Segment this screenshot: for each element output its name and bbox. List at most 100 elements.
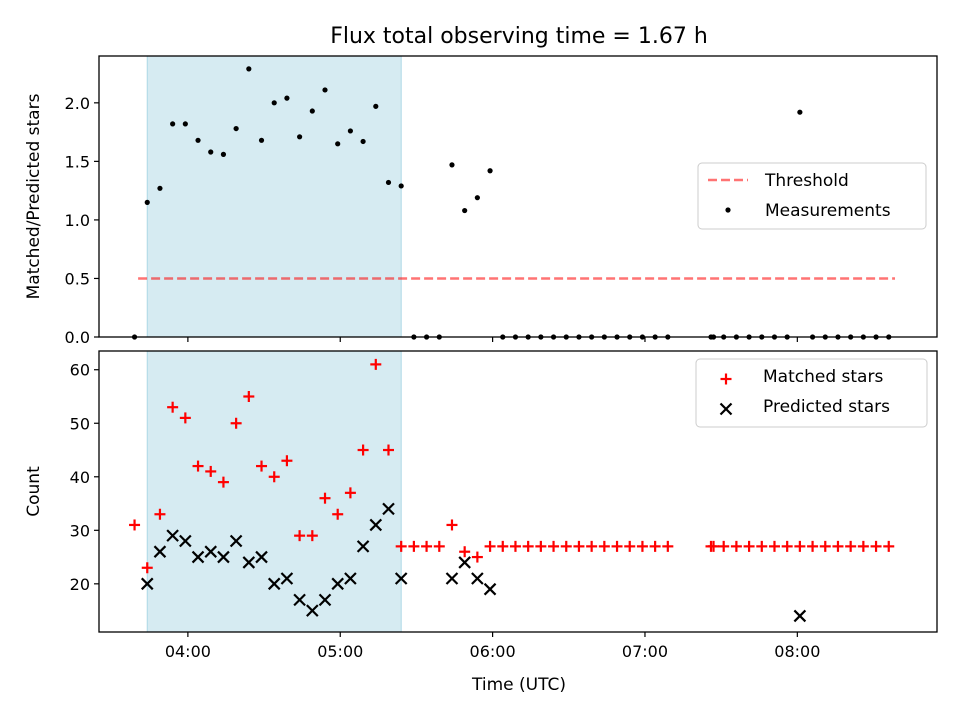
predicted-star-marker <box>369 518 383 532</box>
y-tick-label: 20 <box>70 575 90 594</box>
marker-stroke <box>483 582 497 596</box>
measurement-point <box>462 207 468 214</box>
marker-stroke <box>369 518 383 532</box>
measurement-point <box>335 141 341 147</box>
marker-stroke <box>255 550 268 564</box>
matched-star-marker <box>598 540 610 552</box>
marker-stroke <box>394 572 408 585</box>
matched-star-marker <box>459 546 471 558</box>
y-axis-label: Matched/Predicted stars <box>24 93 44 299</box>
predicted-star-marker <box>471 572 484 585</box>
x-axis-label: Time (UTC) <box>471 675 566 695</box>
matched-star-marker <box>708 540 720 552</box>
matched-star-marker <box>395 540 407 552</box>
measurement-point <box>347 128 353 134</box>
marker-stroke <box>793 609 807 623</box>
marker-stroke <box>242 556 256 569</box>
y-axis-label: Count <box>24 466 44 517</box>
marker-stroke <box>204 545 218 558</box>
measurement-point <box>297 134 303 140</box>
predicted-star-marker <box>267 577 281 591</box>
measurement-point <box>373 103 379 109</box>
matched-star-marker <box>883 540 895 552</box>
legend-frame <box>697 162 927 230</box>
matched-star-marker <box>408 540 420 552</box>
measurement-point <box>322 87 328 93</box>
matched-star-marker <box>586 540 598 552</box>
measurement-point <box>360 138 366 145</box>
marker-stroke <box>293 593 306 607</box>
predicted-star-marker <box>318 593 332 607</box>
predicted-star-marker <box>204 545 218 558</box>
predicted-star-marker <box>280 572 294 585</box>
matched-star-marker <box>421 540 433 552</box>
measurement-point <box>182 121 188 127</box>
marker-stroke <box>719 402 733 416</box>
y-tick-label: 60 <box>70 361 90 380</box>
predicted-star-marker <box>242 556 256 569</box>
legend-entry-label: Predicted stars <box>763 397 890 417</box>
matched-star-marker <box>192 460 204 472</box>
y-tick-label: 50 <box>70 414 90 433</box>
predicted-star-marker <box>344 572 357 585</box>
matched-star-marker <box>332 508 344 520</box>
matched-star-marker <box>611 540 623 552</box>
matched-star-marker <box>205 465 217 477</box>
y-tick-label: 0.5 <box>65 269 90 288</box>
measurement-point <box>208 149 214 155</box>
matched-star-marker <box>718 540 730 552</box>
measurement-point <box>157 185 163 191</box>
marker-stroke <box>471 572 484 585</box>
predicted-star-marker <box>166 529 179 542</box>
matched-star-marker <box>230 417 242 429</box>
top-panel: 0.0 0.5 1.0 1.5 2.0 Matched/Predicted stars Th… <box>24 55 938 347</box>
predicted-star-marker <box>140 577 154 591</box>
matched-star-marker <box>807 540 819 552</box>
observing-window-shade <box>146 55 402 338</box>
y-tick-label: 0.0 <box>65 328 90 347</box>
matched-star-marker <box>294 530 306 542</box>
measurement-point <box>144 199 150 205</box>
legend-frame <box>695 358 928 428</box>
marker-stroke <box>445 572 459 585</box>
matched-star-marker <box>471 551 483 563</box>
matched-star-marker <box>743 540 755 552</box>
matched-star-marker <box>845 540 857 552</box>
matched-star-marker <box>768 540 780 552</box>
marker-stroke <box>153 545 167 558</box>
matched-star-marker <box>870 540 882 552</box>
matched-star-marker <box>446 519 458 531</box>
predicted-star-marker <box>331 577 344 591</box>
measurement-point <box>449 162 455 168</box>
marker-stroke <box>458 556 471 569</box>
predicted-star-marker <box>458 556 471 569</box>
legend-entry-label: Threshold <box>764 171 849 191</box>
measurement-point <box>195 137 201 143</box>
matched-star-marker <box>382 444 394 456</box>
matched-star-marker <box>535 540 547 552</box>
axes-frame <box>98 350 938 633</box>
legend-entry-label: Measurements <box>765 201 891 221</box>
matched-star-marker <box>756 540 768 552</box>
bottom-panel: 20 30 40 50 60 04:00 05:00 06:00 07:00 08:00 Count… <box>24 350 938 661</box>
marker-stroke <box>191 550 205 564</box>
matched-star-marker <box>781 540 793 552</box>
predicted-star-marker <box>229 534 243 548</box>
measurement-point <box>220 151 227 157</box>
matched-star-marker <box>281 455 293 467</box>
predicted-star-marker <box>255 550 268 564</box>
matched-star-marker <box>649 540 661 552</box>
legend: Threshold Measurements <box>697 162 927 230</box>
matched-star-marker <box>573 540 585 552</box>
predicted-star-marker <box>306 604 319 617</box>
marker-stroke <box>318 593 332 607</box>
marker-stroke <box>229 534 243 548</box>
matched-star-marker <box>624 540 636 552</box>
matched-star-marker <box>344 487 356 499</box>
matched-star-marker <box>268 471 280 483</box>
matched-star-marker <box>636 540 648 552</box>
matched-star-marker <box>370 358 382 370</box>
y-tick-label: 1.0 <box>65 211 90 230</box>
x-tick-label: 04:00 <box>165 642 211 661</box>
x-tick-label: 05:00 <box>317 642 363 661</box>
